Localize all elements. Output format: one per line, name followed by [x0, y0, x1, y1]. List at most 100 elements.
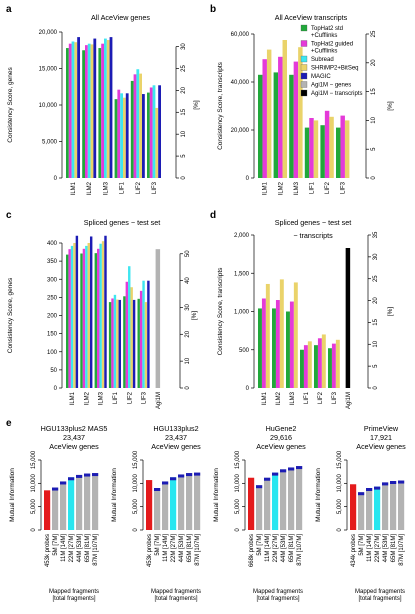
e-x-tick-label: 11M [14M]	[265, 534, 271, 562]
legend-swatch	[300, 64, 308, 71]
e-bar	[92, 473, 99, 530]
x-tick-label: LIF3	[341, 181, 347, 194]
e-bar	[358, 492, 365, 530]
e-x-tick-label: 22M [27M]	[171, 534, 177, 563]
y2-tick-label: 0	[373, 386, 379, 390]
y2-tick-label: 40	[185, 277, 191, 284]
e-x-tick-label: 65M [81M]	[391, 534, 397, 563]
e-bar-cap	[84, 473, 91, 477]
panel-label-a: a	[6, 4, 12, 15]
bar	[336, 127, 341, 178]
y-tick-label: 60,000	[231, 32, 250, 38]
bar	[272, 308, 276, 388]
legend-label: TopHat2 std	[311, 26, 343, 32]
e-bar-cap	[52, 487, 59, 491]
x-tick-label: LIF3	[142, 391, 148, 404]
y-tick-label: 2,000	[234, 233, 250, 239]
y-tick-label: 10,000	[39, 103, 58, 109]
bar	[328, 348, 332, 388]
e-bar-cap	[154, 488, 161, 491]
bar	[258, 74, 263, 178]
bar	[304, 127, 310, 178]
e-bar-cap	[288, 467, 295, 471]
e-title-line: 23,437	[165, 433, 187, 442]
x-tick-label: ILM3	[290, 391, 296, 405]
y-tick-label: 0	[54, 386, 58, 392]
bar	[307, 341, 312, 388]
e-bar	[272, 472, 279, 530]
y-axis-label: Consistency Score, genes	[7, 277, 14, 353]
e-bar-cap	[296, 466, 303, 470]
y-tick-label: 250	[47, 295, 58, 301]
bar	[139, 73, 142, 178]
e-bar-cap	[194, 472, 201, 476]
y2-tick-label: 20	[371, 59, 377, 66]
e-bar	[398, 480, 405, 530]
x-tick-label: ILM1	[263, 181, 269, 195]
chart-d: Spliced genes − test set− transcripts050…	[217, 218, 394, 409]
y2-tick-label: 10	[185, 357, 191, 364]
y2-tick-label: 20	[185, 330, 191, 337]
bar	[279, 279, 284, 388]
e-bar-cap	[398, 480, 405, 484]
legend-label: TopHat2 guided	[311, 42, 353, 48]
e-y-tick-label: 5,000	[337, 498, 343, 514]
e-title-line: AceView genes	[256, 442, 306, 451]
e-x-tick-label: 87M [107M]	[297, 534, 303, 566]
e-x-tick-label: 65M [81M]	[289, 534, 295, 563]
legend-label: Agi1M − transcripts	[311, 91, 363, 97]
bar	[133, 74, 137, 178]
bar	[89, 236, 93, 388]
y2-tick-label: 20	[181, 86, 187, 93]
e-bar	[390, 481, 397, 530]
e-bar-cap	[162, 481, 169, 485]
bar	[73, 243, 76, 388]
e-x-tick-label: 22M [27M]	[69, 534, 75, 563]
bar	[286, 311, 290, 388]
e-x-tick-label: 434k probes	[351, 534, 357, 567]
bar	[329, 116, 334, 178]
e-x-tick-label: 87M [107M]	[399, 534, 405, 566]
legend-swatch	[300, 89, 308, 97]
e-y-axis-label: Mutual Information	[315, 468, 322, 522]
legend-swatch	[300, 72, 308, 80]
bar	[106, 40, 110, 178]
bar	[293, 282, 298, 388]
y2-axis-label: [%]	[193, 100, 200, 110]
e-bar	[76, 474, 83, 530]
bar	[282, 40, 287, 178]
e-bar	[60, 481, 67, 530]
e-y-tick-label: 0	[133, 528, 139, 532]
panel-label-c: c	[6, 210, 12, 221]
bar	[289, 74, 294, 178]
x-tick-label: ILM3	[103, 181, 109, 195]
bar	[158, 85, 161, 178]
legend-label: +Cufflinks	[311, 33, 337, 39]
e-title-line: AceView genes	[49, 442, 99, 451]
e-x-tick-label: 453k probes	[147, 534, 153, 567]
legend-swatch	[300, 24, 308, 32]
chart-b: All AceView transcripts 0 20,000 40,000 60,0…	[217, 13, 394, 195]
bar	[320, 125, 325, 178]
e-y-tick-label: 5,000	[133, 498, 139, 514]
e-bar	[178, 474, 185, 530]
e-bar	[162, 481, 169, 530]
e-bar-cap	[366, 488, 373, 491]
bar	[265, 283, 270, 388]
y2-tick-label: 15	[371, 88, 377, 95]
bar	[313, 120, 319, 178]
y2-tick-label: 25	[373, 275, 379, 282]
e-y-tick-label: 15,000	[235, 450, 241, 469]
bar	[99, 243, 102, 388]
bar	[335, 339, 340, 388]
y2-tick-label: 20	[373, 297, 379, 304]
e-bar-cap	[358, 492, 365, 496]
x-tick-label: ILM3	[294, 181, 300, 195]
y2-tick-label: 0	[185, 386, 191, 390]
bar	[80, 253, 83, 388]
e-y-tick-label: 10,000	[337, 473, 343, 492]
bar	[132, 299, 136, 388]
bar	[136, 69, 140, 178]
bar	[147, 280, 150, 388]
